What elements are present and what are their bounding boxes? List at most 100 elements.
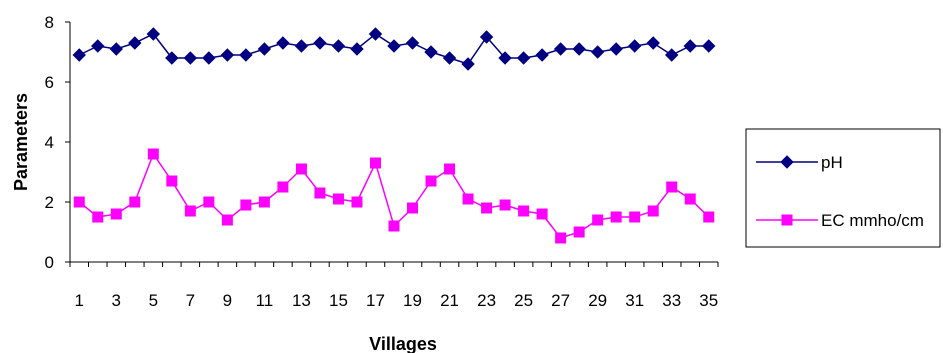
- data-point: [592, 214, 604, 226]
- data-point: [129, 196, 141, 208]
- data-point: [647, 205, 659, 217]
- data-point: [221, 214, 233, 226]
- y-tick-label: 2: [45, 193, 54, 212]
- x-tick-label: 23: [477, 291, 496, 310]
- x-tick-labels: 1 3 5 7 9 11 13 15 17 19 21 23 25 27 29 31 33 35: [69, 262, 719, 310]
- data-point: [518, 205, 530, 217]
- legend-label: EC mmho/cm: [821, 211, 924, 230]
- data-point: [665, 48, 679, 62]
- data-point: [610, 211, 622, 223]
- data-point: [295, 163, 307, 175]
- data-point: [314, 187, 326, 199]
- x-tick-label: 29: [588, 291, 607, 310]
- x-tick-label: 11: [256, 291, 274, 310]
- data-point: [387, 39, 401, 53]
- data-point: [590, 45, 605, 59]
- data-point: [703, 211, 715, 223]
- data-point: [128, 36, 142, 50]
- y-tick-label: 4: [45, 133, 54, 152]
- y-tick-label: 0: [45, 253, 54, 272]
- data-point: [165, 51, 179, 65]
- data-point: [572, 42, 586, 56]
- data-point: [442, 51, 457, 65]
- legend-box: [745, 128, 941, 248]
- data-point: [405, 36, 420, 50]
- data-point: [183, 51, 198, 65]
- data-point: [481, 202, 493, 214]
- x-tick-label: 7: [186, 291, 195, 310]
- x-tick-label: 9: [223, 291, 232, 310]
- legend-item-ph: pH: [756, 153, 843, 172]
- data-point: [407, 202, 419, 214]
- data-point: [202, 51, 216, 65]
- data-point: [666, 181, 678, 193]
- data-point: [444, 163, 456, 175]
- data-point: [646, 36, 660, 50]
- data-point: [498, 51, 512, 65]
- x-tick-label: 31: [625, 291, 644, 310]
- data-point: [683, 39, 697, 53]
- x-tick-label: 21: [440, 291, 459, 310]
- data-point: [555, 232, 567, 244]
- legend: pH EC mmho/cm: [745, 128, 941, 248]
- x-tick-label: 27: [551, 291, 570, 310]
- data-point: [277, 181, 289, 193]
- data-point: [684, 193, 696, 205]
- x-tick-label: 19: [403, 291, 422, 310]
- x-tick-label: 5: [149, 291, 158, 310]
- data-point: [351, 196, 363, 208]
- data-point: [350, 42, 364, 56]
- data-point: [146, 27, 161, 41]
- data-point: [91, 39, 105, 53]
- data-point: [573, 226, 585, 238]
- data-point: [332, 193, 344, 205]
- data-point: [239, 48, 253, 62]
- data-point: [109, 42, 123, 56]
- series-layer: [72, 27, 716, 244]
- data-point: [257, 42, 272, 56]
- x-tick-label: 25: [514, 291, 533, 310]
- data-point: [368, 27, 383, 41]
- data-point: [92, 211, 104, 223]
- series-ph: [72, 27, 716, 71]
- x-tick-label: 1: [75, 291, 84, 310]
- data-point: [72, 48, 86, 62]
- data-point: [461, 57, 475, 71]
- data-point: [627, 39, 642, 53]
- data-point: [369, 157, 381, 169]
- data-point: [479, 30, 494, 44]
- x-tick-label: 13: [292, 291, 311, 310]
- series-ec: [73, 148, 715, 244]
- data-point: [424, 45, 438, 59]
- data-point: [313, 36, 327, 50]
- x-tick-label: 3: [112, 291, 121, 310]
- y-tick-label: 6: [45, 73, 54, 92]
- data-point: [388, 220, 400, 232]
- data-point: [609, 42, 623, 56]
- x-axis-title: Villages: [369, 334, 437, 353]
- data-point: [462, 193, 474, 205]
- data-point: [516, 51, 531, 65]
- legend-item-ec: EC mmho/cm: [756, 211, 924, 230]
- data-point: [425, 175, 437, 187]
- x-tick-label: 33: [662, 291, 681, 310]
- data-point: [203, 196, 215, 208]
- data-point: [702, 39, 716, 53]
- data-point: [258, 196, 270, 208]
- data-point: [166, 175, 178, 187]
- data-point: [220, 48, 235, 62]
- data-point: [331, 39, 346, 53]
- data-point: [535, 48, 549, 62]
- data-point: [184, 205, 196, 217]
- data-point: [499, 199, 511, 211]
- legend-marker: [780, 155, 794, 169]
- data-point: [110, 208, 122, 220]
- y-tick-labels: 0 2 4 6 8: [45, 13, 70, 272]
- x-tick-label: 17: [366, 291, 385, 310]
- data-point: [536, 208, 548, 220]
- data-point: [147, 148, 159, 160]
- legend-marker: [781, 214, 793, 226]
- y-tick-label: 8: [45, 13, 54, 32]
- x-tick-label: 15: [329, 291, 348, 310]
